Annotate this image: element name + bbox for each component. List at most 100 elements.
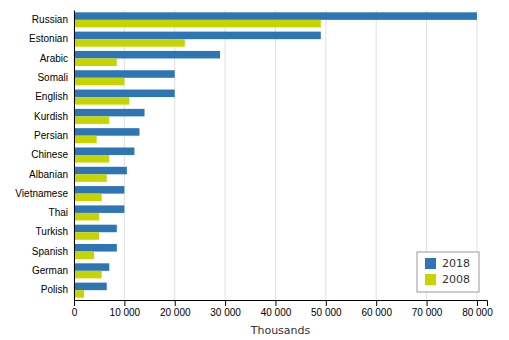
- tick: 50 000: [311, 300, 342, 318]
- tick-mark: [175, 300, 176, 306]
- grid-line: [275, 10, 276, 300]
- axis-line: [74, 11, 75, 301]
- tick-label: 30 000: [210, 307, 241, 318]
- tick: English: [35, 91, 68, 102]
- tick: 10 000: [110, 300, 141, 318]
- legend-box: [417, 252, 479, 292]
- tick-label: 80 000: [462, 307, 493, 318]
- bar: [74, 232, 99, 240]
- tick-mark: [275, 300, 276, 306]
- tick-label: Spanish: [32, 246, 68, 257]
- bar: [74, 290, 84, 298]
- bar: [74, 116, 109, 124]
- bar: [74, 244, 117, 252]
- tick: Estonian: [29, 33, 68, 44]
- tick-label: Albanian: [29, 169, 68, 180]
- bar: [74, 263, 109, 271]
- bar: [74, 109, 145, 117]
- tick-label: 40 000: [261, 307, 292, 318]
- bar: [74, 128, 139, 136]
- tick: Persian: [34, 130, 68, 141]
- tick: Albanian: [29, 169, 68, 180]
- legend: 20182008: [417, 252, 479, 292]
- tick: Somali: [37, 72, 68, 83]
- axis-line: [75, 301, 488, 307]
- tick-label: Kurdish: [34, 111, 68, 122]
- bar: [74, 271, 102, 279]
- tick: 70 000: [412, 300, 443, 318]
- tick-mark: [326, 300, 327, 306]
- tick: 20 000: [160, 300, 191, 318]
- bar: [74, 51, 220, 59]
- series: [74, 12, 477, 290]
- bar: [74, 283, 107, 291]
- bar: [74, 70, 175, 78]
- tick: 80 000: [462, 300, 493, 318]
- tick-label: 70 000: [412, 307, 443, 318]
- chart: 0 10 000 20 000 30 000 40 000 50 000 60 000 70 …: [0, 0, 509, 340]
- bar: [74, 147, 134, 155]
- grid-line: [376, 10, 377, 300]
- tick-label: 10 000: [110, 307, 141, 318]
- bar: [74, 97, 129, 105]
- tick: 30 000: [210, 300, 241, 318]
- tick-mark: [477, 300, 478, 306]
- legend-label: 2008: [442, 273, 470, 286]
- tick: Polish: [41, 284, 68, 295]
- series: [74, 20, 321, 298]
- tick-label: German: [32, 265, 68, 276]
- tick: Russian: [32, 14, 68, 25]
- legend-item: 2008: [425, 273, 470, 286]
- bar: [74, 213, 99, 221]
- tick: German: [32, 265, 68, 276]
- tick: Kurdish: [34, 111, 68, 122]
- bars: [74, 12, 477, 297]
- bar: [74, 90, 175, 98]
- y-axis: Russian Estonian Arabic Somali English Kurdis…: [15, 11, 74, 301]
- bar: [74, 32, 321, 40]
- bar: [74, 58, 117, 66]
- bar: [74, 20, 321, 28]
- bar: [74, 186, 124, 194]
- tick: Thai: [49, 207, 68, 218]
- tick-label: Polish: [41, 284, 68, 295]
- bar: [74, 39, 185, 47]
- tick-mark: [225, 300, 226, 306]
- tick: 60 000: [361, 300, 392, 318]
- bar: [74, 252, 94, 260]
- tick: 40 000: [261, 300, 292, 318]
- tick-label: Thai: [49, 207, 68, 218]
- bar: [74, 78, 124, 86]
- grid-line: [325, 10, 326, 300]
- bar: [74, 194, 102, 202]
- tick-mark: [427, 300, 428, 306]
- tick-label: Russian: [32, 14, 68, 25]
- tick-mark: [124, 300, 125, 306]
- grid-line: [74, 10, 75, 300]
- tick-label: Chinese: [31, 149, 68, 160]
- bar: [74, 225, 117, 233]
- legend-swatch: [425, 274, 436, 285]
- tick: Vietnamese: [15, 188, 68, 199]
- tick-label: 0: [72, 307, 78, 318]
- bar: [74, 167, 127, 175]
- tick-label: Somali: [37, 72, 68, 83]
- tick: Turkish: [36, 226, 68, 237]
- tick-label: Estonian: [29, 33, 68, 44]
- tick-label: Turkish: [36, 226, 68, 237]
- tick-mark: [74, 300, 75, 306]
- tick-label: Arabic: [40, 53, 68, 64]
- tick-label: 60 000: [361, 307, 392, 318]
- tick: Spanish: [32, 246, 68, 257]
- bar: [74, 12, 477, 20]
- tick: 0: [72, 300, 78, 318]
- grid-line: [225, 10, 226, 300]
- bar: [74, 136, 97, 144]
- tick-label: Persian: [34, 130, 68, 141]
- x-axis-label: Thousands: [250, 324, 311, 337]
- tick: Chinese: [31, 149, 68, 160]
- tick-mark: [376, 300, 377, 306]
- legend-swatch: [425, 258, 436, 269]
- bar: [74, 174, 107, 182]
- plot: 0 10 000 20 000 30 000 40 000 50 000 60 000 70 …: [15, 10, 493, 318]
